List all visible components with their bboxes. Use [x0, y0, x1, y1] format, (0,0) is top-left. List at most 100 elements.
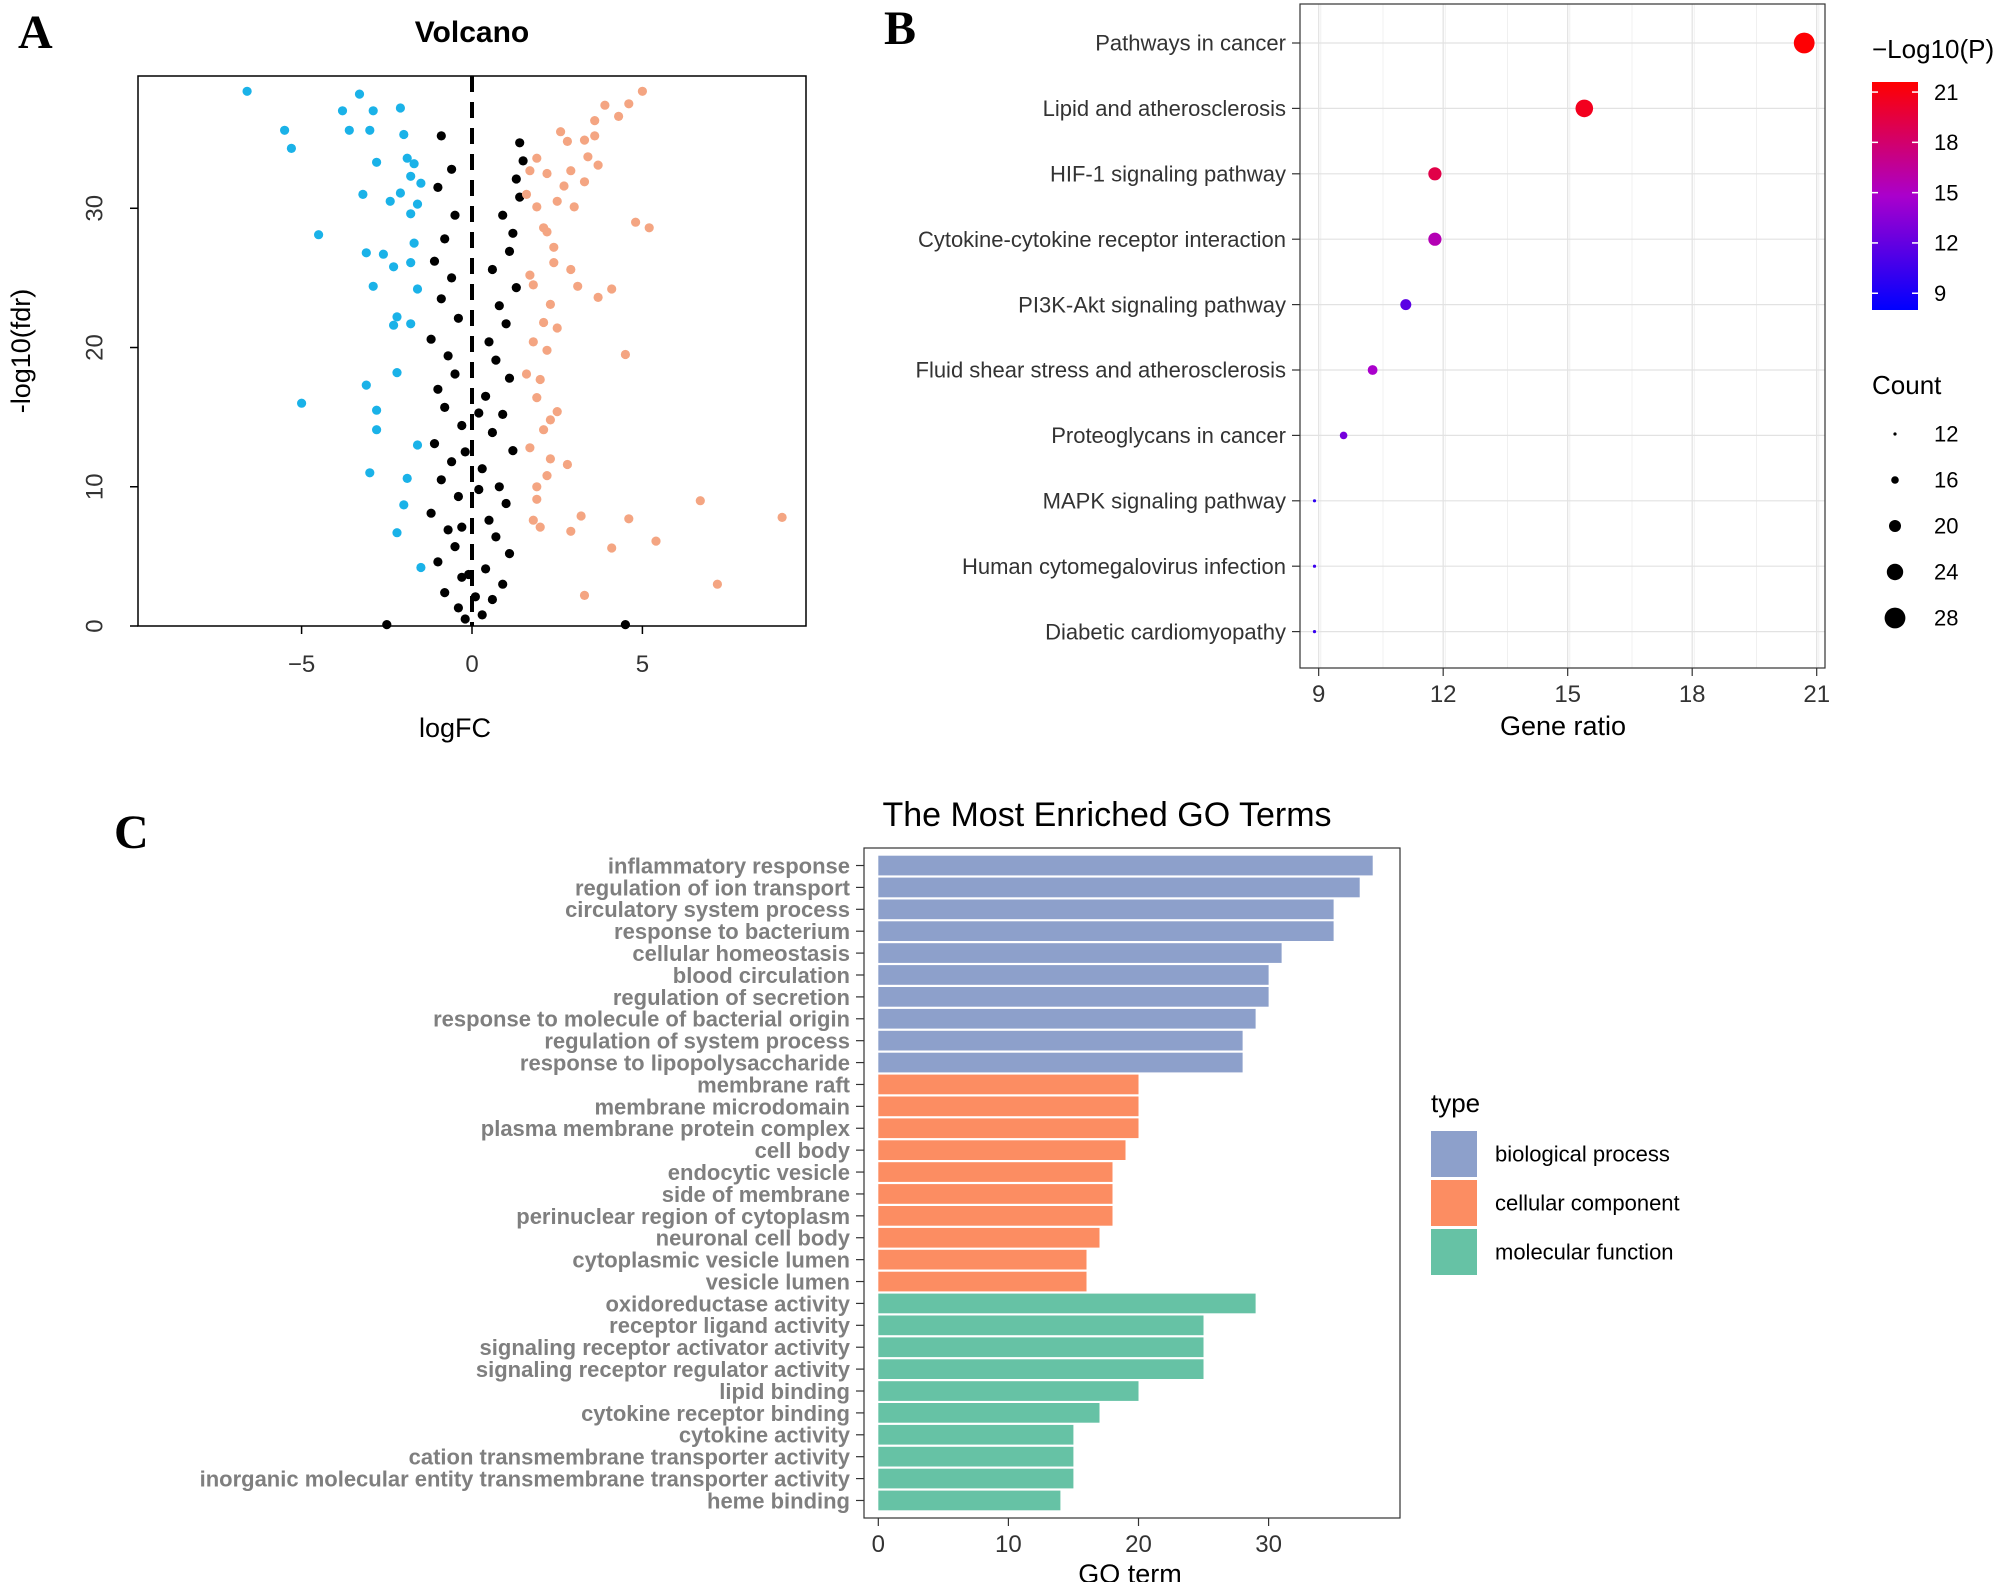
go-bar	[878, 943, 1282, 963]
go-bar	[878, 899, 1334, 920]
volcano-point-ns	[426, 508, 436, 518]
color-legend-ticks: 21 18 15 12 9	[1872, 80, 1958, 306]
volcano-point-down	[389, 320, 399, 330]
volcano-point-up	[624, 514, 634, 524]
kegg-pathway-label: Fluid shear stress and atherosclerosis	[916, 358, 1287, 383]
go-term-label: heme binding	[707, 1488, 850, 1513]
volcano-point-down	[297, 398, 307, 408]
volcano-point-ns	[440, 234, 450, 244]
volcano-point-ns	[498, 210, 508, 220]
volcano-point-up	[552, 323, 562, 333]
volcano-point-up	[542, 168, 552, 179]
go-term-label: side of membrane	[662, 1182, 850, 1207]
volcano-point-down	[385, 196, 395, 206]
volcano-point-ns	[620, 620, 631, 630]
volcano-point-up	[644, 223, 654, 233]
go-legend-swatch	[1431, 1131, 1477, 1177]
go-bar	[878, 1184, 1113, 1204]
volcano-point-ns	[511, 283, 521, 293]
go-bar	[878, 987, 1269, 1007]
go-x-tick-label: 10	[995, 1531, 1022, 1558]
volcano-point-up	[695, 496, 705, 506]
volcano-point-up	[556, 127, 566, 137]
go-term-label: response to bacterium	[614, 919, 850, 944]
color-legend-title: −Log10(P)	[1872, 34, 1994, 64]
volcano-point-ns	[457, 420, 467, 431]
go-plot-border	[863, 847, 1401, 1519]
go-bar	[878, 1052, 1243, 1073]
volcano-point-ns	[450, 210, 460, 220]
volcano-point-ns	[457, 522, 467, 532]
volcano-point-ns	[436, 294, 446, 304]
volcano-point-up	[607, 284, 617, 294]
kegg-x-tick-label: 12	[1430, 681, 1457, 708]
volcano-point-up	[532, 482, 542, 492]
kegg-x-tick-label: 18	[1679, 681, 1706, 708]
volcano-point-up	[521, 369, 532, 379]
volcano-point-down	[409, 159, 419, 169]
volcano-point-up	[593, 160, 603, 170]
volcano-point-down	[406, 171, 416, 181]
kegg-plot-border	[1299, 3, 1826, 669]
kegg-dot	[1400, 299, 1412, 311]
volcano-point-up	[573, 281, 583, 291]
go-bar	[878, 921, 1334, 941]
volcano-point-up	[637, 86, 648, 96]
volcano-point-ns	[504, 373, 515, 383]
volcano-x-tick-label: 0	[465, 651, 478, 678]
go-bar	[878, 1271, 1087, 1292]
kegg-pathway-label: MAPK signaling pathway	[1043, 489, 1286, 514]
color-legend-tick-label: 21	[1934, 80, 1958, 105]
volcano-y-label: -log10(fdr)	[6, 289, 36, 414]
volcano-point-up	[539, 317, 549, 328]
kegg-x-tick-label: 15	[1554, 681, 1581, 708]
volcano-point-up	[528, 515, 538, 525]
go-legend-swatch	[1431, 1229, 1477, 1275]
kegg-grid	[1300, 4, 1825, 668]
color-legend-tick-label: 12	[1934, 231, 1958, 256]
go-bar	[878, 1381, 1139, 1401]
volcano-point-up	[593, 292, 603, 302]
volcano-point-up	[569, 202, 579, 212]
go-term-label: cytokine receptor binding	[581, 1401, 850, 1426]
volcano-point-ns	[453, 603, 463, 613]
go-term-label: lipid binding	[719, 1379, 850, 1404]
go-term-label: regulation of system process	[544, 1029, 850, 1054]
volcano-point-ns	[453, 491, 463, 502]
go-legend-label: molecular function	[1495, 1240, 1674, 1265]
volcano-point-down	[395, 103, 405, 113]
volcano-point-ns	[382, 620, 392, 630]
volcano-point-up	[562, 459, 573, 470]
go-bar	[878, 1118, 1139, 1139]
volcano-point-down	[392, 312, 402, 322]
volcano-point-down	[344, 125, 354, 135]
kegg-dot	[1367, 365, 1378, 375]
size-legend-dot	[1893, 432, 1897, 436]
volcano-point-up	[579, 177, 590, 187]
go-bar	[878, 1206, 1113, 1226]
volcano-point-down	[416, 562, 426, 573]
volcano-point-up	[539, 425, 549, 435]
go-term-label: perinuclear region of cytoplasm	[516, 1204, 850, 1229]
volcano-point-up	[620, 349, 631, 360]
volcano-point-up	[566, 526, 576, 536]
volcano-point-down	[372, 425, 382, 435]
volcano-point-up	[712, 579, 723, 589]
volcano-point-ns	[487, 427, 497, 438]
volcano-point-up	[624, 99, 634, 109]
volcano-point-up	[545, 415, 556, 425]
volcano-point-down	[399, 500, 409, 510]
panel-b-letter: B	[884, 2, 916, 55]
volcano-point-ns	[443, 351, 453, 361]
volcano-axes: −5 0 5 0 10 20 30	[81, 195, 649, 678]
volcano-point-ns	[460, 447, 470, 457]
volcano-point-ns	[433, 182, 443, 192]
volcano-point-down	[402, 473, 412, 483]
volcano-y-tick-label: 20	[81, 334, 108, 361]
volcano-point-up	[552, 407, 562, 417]
volcano-point-up	[566, 264, 576, 275]
volcano-point-down	[392, 528, 402, 538]
volcano-point-ns	[494, 301, 504, 311]
go-term-label: cation transmembrane transporter activit…	[409, 1445, 851, 1470]
